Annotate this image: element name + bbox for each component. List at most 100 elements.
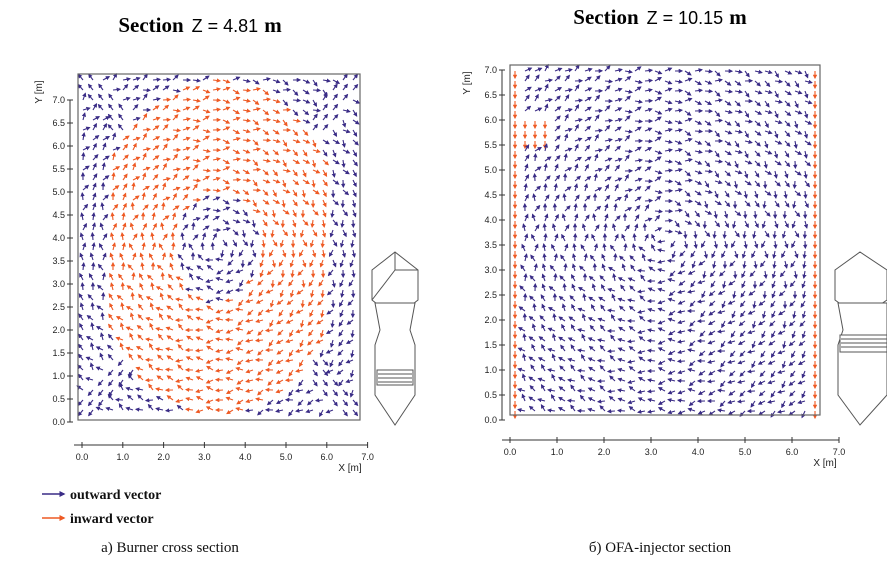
vector [754,180,761,188]
vector [721,250,726,259]
vector [100,311,105,321]
vector [562,192,567,202]
title-equation: Z = 4.81 [192,16,259,36]
vector [793,140,798,149]
vector [677,309,686,314]
vector [177,323,184,331]
vector [797,360,806,365]
vector [245,378,254,383]
vector [694,210,700,218]
vector [611,293,616,302]
vector [684,70,692,76]
vector [327,269,334,277]
vector [758,320,766,326]
vector [81,151,86,161]
vector [164,408,174,413]
vector [279,239,285,248]
vector [159,292,164,301]
x-axis-label: X [m] [338,463,362,474]
vector [574,84,580,92]
vector [352,189,357,198]
vector [142,222,147,231]
vector [798,340,806,346]
vector [803,220,809,229]
vector [242,138,252,143]
vector [754,190,759,199]
vector [742,230,747,240]
vector [667,277,676,283]
vector [352,179,357,188]
vector [534,67,543,72]
vector [291,249,296,259]
vector [634,79,643,85]
vector [172,108,181,113]
vector [292,189,298,197]
vector [564,205,571,212]
vector [98,242,104,251]
vector [617,317,626,323]
vector [92,154,99,161]
vector [647,287,656,292]
vector [590,304,596,312]
vector [657,287,666,292]
vector [576,368,586,373]
vector [591,233,596,242]
vector [298,379,304,387]
vector [693,230,698,240]
vector [312,359,319,367]
vector [804,180,810,188]
vector [763,160,768,169]
vector [781,250,786,259]
vector [258,289,264,297]
vector [152,164,160,171]
vector [312,123,319,131]
vector [614,233,619,242]
vector [544,98,553,103]
vector [292,149,299,157]
vector [561,233,566,242]
vector [777,369,786,375]
vector [614,97,623,102]
panel-title: Section Z = 4.81 m [118,13,282,37]
vector [774,180,781,187]
vector [791,240,796,249]
vector [689,340,696,347]
vector [784,110,792,117]
vector [724,160,732,166]
vector [165,326,174,331]
vector [571,263,577,272]
vector [572,242,577,252]
vector [202,95,210,101]
vector [637,329,646,335]
vector [205,359,214,364]
vector [122,173,128,181]
vector [252,147,262,152]
vector [149,342,154,351]
vector [132,156,141,161]
vector [740,290,746,298]
vector [617,367,626,373]
vector [677,300,686,305]
vector [118,103,124,111]
vector [788,360,796,366]
vector [596,399,606,404]
vector [149,302,154,311]
vector [122,154,129,161]
vector [728,280,736,286]
vector [588,366,596,372]
vector [517,387,526,393]
vector [236,359,244,366]
vector [624,188,633,193]
vector [140,261,145,271]
vector [282,148,292,153]
vector [275,379,284,384]
vector [684,178,694,183]
vector [601,263,606,272]
vector [757,380,766,385]
vector [783,280,788,290]
vector [634,146,642,152]
vector [701,290,706,299]
vector [302,79,311,84]
vector [554,135,561,142]
vector [634,166,642,172]
